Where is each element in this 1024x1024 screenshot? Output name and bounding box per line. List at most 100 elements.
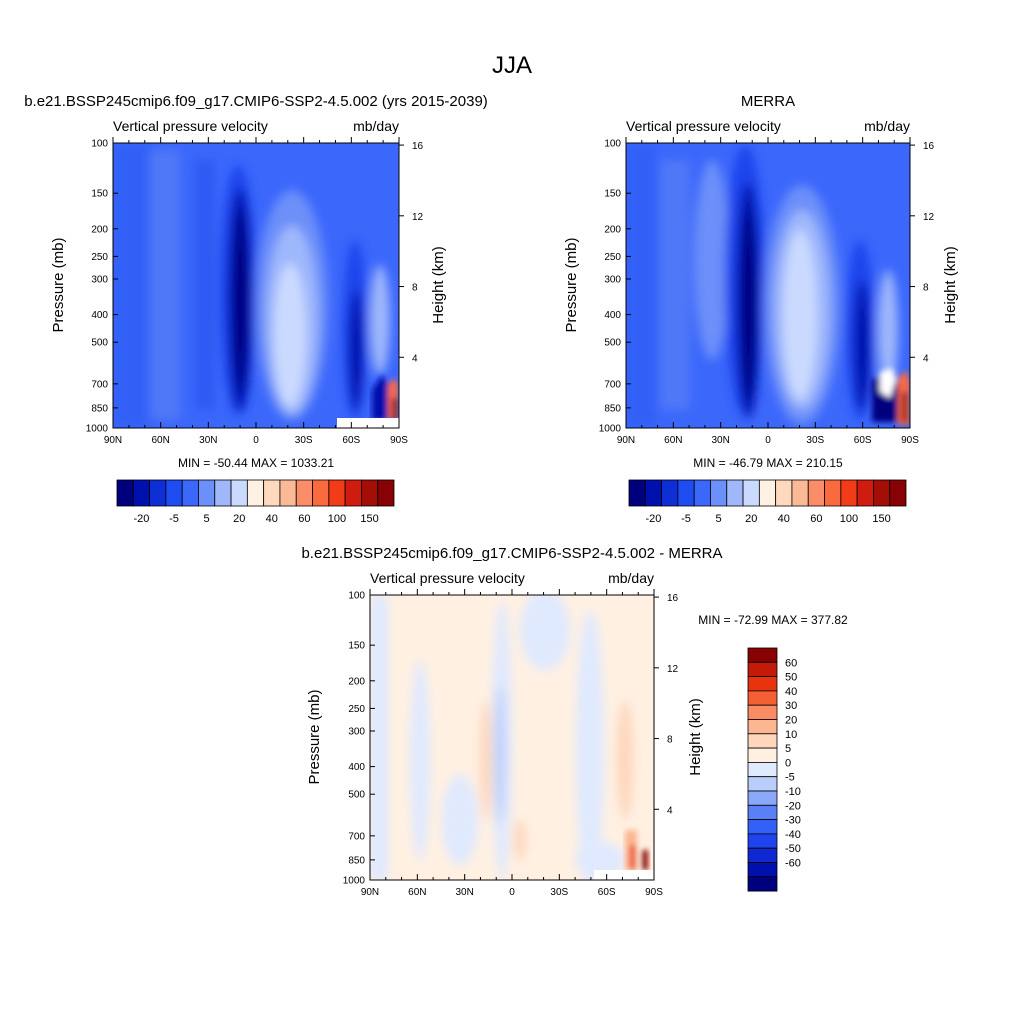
colorbar-label: 20 bbox=[785, 715, 797, 727]
colorbar-label: 150 bbox=[872, 513, 890, 525]
colorbar-cell bbox=[747, 876, 778, 892]
y2-tick-label: 12 bbox=[412, 212, 424, 223]
colorbar-cell bbox=[198, 479, 216, 507]
y2-tick-label: 4 bbox=[667, 805, 673, 816]
x-tick-label: 60N bbox=[664, 435, 682, 446]
y2-tick-label: 12 bbox=[923, 212, 935, 223]
x-tick-label: 30S bbox=[806, 435, 824, 446]
panel-merra-left-label: Vertical pressure velocity bbox=[626, 118, 781, 134]
colorbar-cell bbox=[747, 762, 778, 778]
x-tick-label: 30S bbox=[295, 435, 313, 446]
y-tick-label: 400 bbox=[604, 310, 621, 321]
panel-model-y-axis-title: Pressure (mb) bbox=[50, 237, 67, 332]
y-tick-label: 200 bbox=[604, 224, 621, 235]
colorbar-label: 5 bbox=[204, 513, 210, 525]
panel-model-left-label: Vertical pressure velocity bbox=[113, 118, 268, 134]
panel-model-y2-axis-title: Height (km) bbox=[430, 246, 447, 324]
y-tick-label: 500 bbox=[604, 338, 621, 349]
panel-merra-colorbar: -20 -5 5 20 40 60 100 150 bbox=[628, 479, 907, 525]
y-tick-label: 400 bbox=[91, 310, 108, 321]
y2-tick-label: 12 bbox=[667, 664, 679, 675]
y2-tick-label: 16 bbox=[412, 141, 424, 152]
x-tick-label: 60S bbox=[342, 435, 360, 446]
y-tick-label: 850 bbox=[604, 403, 621, 414]
colorbar-cell bbox=[344, 479, 362, 507]
colorbar-cell bbox=[214, 479, 232, 507]
colorbar-label: 150 bbox=[360, 513, 378, 525]
colorbar-label: -60 bbox=[785, 858, 801, 870]
colorbar-cell bbox=[873, 479, 891, 507]
y-tick-label: 400 bbox=[348, 762, 365, 773]
y-tick-label: 200 bbox=[91, 224, 108, 235]
colorbar-cell bbox=[758, 479, 777, 507]
colorbar-cell bbox=[747, 647, 778, 663]
colorbar-label: 60 bbox=[785, 657, 797, 669]
colorbar-cell bbox=[775, 479, 793, 507]
y2-tick-label: 16 bbox=[667, 593, 679, 604]
colorbar-cell bbox=[747, 804, 778, 820]
colorbar-cell bbox=[747, 819, 778, 835]
y-tick-label: 850 bbox=[348, 855, 365, 866]
colorbar-cell bbox=[824, 479, 842, 507]
colorbar-cell bbox=[328, 479, 346, 507]
y-tick-label: 100 bbox=[91, 139, 108, 150]
colorbar-cell bbox=[840, 479, 858, 507]
colorbar-cell bbox=[263, 479, 281, 507]
colorbar-cell bbox=[661, 479, 679, 507]
colorbar-label: 50 bbox=[785, 672, 797, 684]
y-tick-label: 700 bbox=[91, 379, 108, 390]
panel-model-units: mb/day bbox=[353, 118, 399, 134]
colorbar-cell bbox=[181, 479, 199, 507]
y-tick-label: 500 bbox=[348, 790, 365, 801]
panel-merra-axes: 100 150 200 250 300 400 500 700 850 1000 4 8 12 16 90N… bbox=[599, 137, 935, 446]
y-tick-label: 150 bbox=[91, 189, 108, 200]
panel-diff-field bbox=[370, 595, 654, 880]
panel-model-stats: MIN = -50.44 MAX = 1033.21 bbox=[178, 456, 334, 470]
colorbar-cell bbox=[628, 479, 646, 507]
colorbar-cell bbox=[747, 661, 778, 677]
y-tick-label: 500 bbox=[91, 338, 108, 349]
x-tick-label: 30N bbox=[455, 887, 473, 898]
colorbar-label: -50 bbox=[785, 843, 801, 855]
colorbar-label: 20 bbox=[233, 513, 245, 525]
colorbar-cell bbox=[747, 690, 778, 706]
panel-diff-stats: MIN = -72.99 MAX = 377.82 bbox=[698, 613, 848, 627]
colorbar-cell bbox=[726, 479, 744, 507]
colorbar-label: -20 bbox=[133, 513, 149, 525]
y-tick-label: 250 bbox=[91, 252, 108, 263]
y-tick-label: 300 bbox=[91, 274, 108, 285]
colorbar-label: 60 bbox=[810, 513, 822, 525]
colorbar-cell bbox=[747, 704, 778, 720]
colorbar-cell bbox=[747, 776, 778, 792]
panel-model-colorbar: -20 -5 5 20 40 60 100 150 bbox=[116, 479, 395, 525]
y-tick-label: 200 bbox=[348, 676, 365, 687]
y-tick-label: 700 bbox=[348, 831, 365, 842]
colorbar-label: 20 bbox=[745, 513, 757, 525]
colorbar-cell bbox=[693, 479, 711, 507]
colorbar-label: -5 bbox=[785, 772, 795, 784]
colorbar-label: 60 bbox=[298, 513, 310, 525]
y2-tick-label: 4 bbox=[412, 353, 418, 364]
colorbar-cell bbox=[747, 747, 778, 763]
panel-diff-left-label: Vertical pressure velocity bbox=[370, 570, 525, 586]
x-tick-label: 90S bbox=[390, 435, 408, 446]
colorbar-label: -40 bbox=[785, 829, 801, 841]
colorbar-cell bbox=[149, 479, 167, 507]
colorbar-label: -30 bbox=[785, 815, 801, 827]
colorbar-label: 100 bbox=[840, 513, 858, 525]
colorbar-cell bbox=[230, 479, 248, 507]
x-tick-label: 90S bbox=[901, 435, 919, 446]
colorbar-label: -10 bbox=[785, 786, 801, 798]
colorbar-label: 30 bbox=[785, 700, 797, 712]
colorbar-cell bbox=[747, 833, 778, 849]
colorbar-cell bbox=[246, 479, 265, 507]
panel-merra-title: MERRA bbox=[741, 93, 795, 110]
y-tick-label: 150 bbox=[604, 189, 621, 200]
y-tick-label: 250 bbox=[348, 704, 365, 715]
y-tick-label: 1000 bbox=[343, 876, 366, 887]
colorbar-label: 40 bbox=[785, 686, 797, 698]
colorbar-cell bbox=[747, 790, 778, 806]
y-tick-label: 150 bbox=[348, 641, 365, 652]
